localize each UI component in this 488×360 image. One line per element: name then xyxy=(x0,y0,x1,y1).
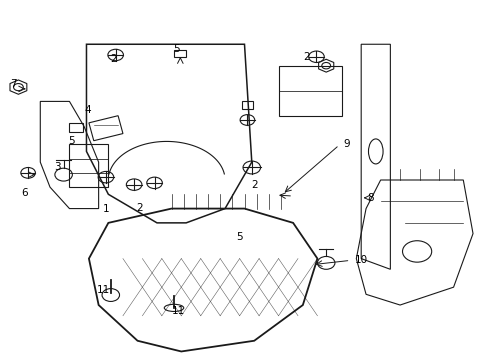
Text: 11: 11 xyxy=(172,306,185,316)
Text: 3: 3 xyxy=(54,162,61,172)
Text: 8: 8 xyxy=(367,193,373,203)
Text: 5: 5 xyxy=(236,232,243,242)
Text: 11: 11 xyxy=(97,285,110,295)
Text: 2: 2 xyxy=(136,203,143,213)
Text: 2: 2 xyxy=(303,52,309,62)
Text: 9: 9 xyxy=(343,139,349,149)
Text: 2: 2 xyxy=(250,180,257,190)
Text: 10: 10 xyxy=(354,255,367,265)
Text: 5: 5 xyxy=(68,136,75,146)
Text: 6: 6 xyxy=(21,188,28,198)
Text: 1: 1 xyxy=(102,204,109,214)
Text: 7: 7 xyxy=(10,78,17,89)
Text: 4: 4 xyxy=(84,105,91,115)
Text: 2: 2 xyxy=(110,54,116,64)
Text: 5: 5 xyxy=(173,44,180,54)
